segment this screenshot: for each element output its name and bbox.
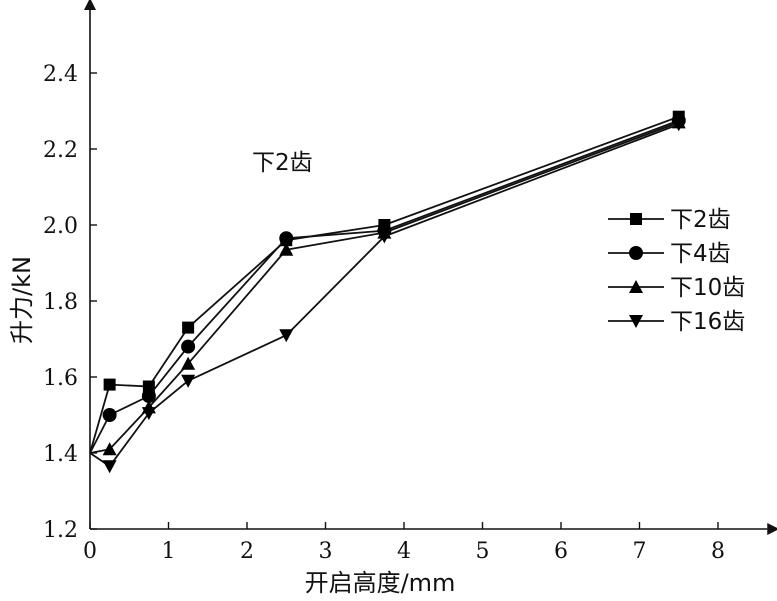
y-tick-label: 1.6 xyxy=(43,366,78,391)
legend-item-3: 下10齿 xyxy=(608,275,745,301)
x-tick-label: 6 xyxy=(554,539,568,564)
x-tick-label: 4 xyxy=(397,539,411,564)
series-1-point-square-marker xyxy=(142,380,155,393)
legend-label: 下16齿 xyxy=(670,309,745,335)
series-4-point-triangle-down-marker xyxy=(181,374,196,388)
legend-square-marker xyxy=(630,213,642,225)
series-3 xyxy=(89,115,686,456)
series-3-point-triangle-up-marker xyxy=(279,242,294,256)
series-4-point-triangle-down-marker xyxy=(377,230,392,244)
series-3-point-triangle-up-marker xyxy=(102,442,117,456)
legend-triangle-down-marker xyxy=(629,315,643,328)
ticks: 0 1 2 3 4 5 6 7 8 1.2 1.4 1.6 1.8 2.0 2.2 2.4 xyxy=(43,62,725,564)
y-axis-label: 升力/kN xyxy=(8,256,36,344)
legend-item-1: 下2齿 xyxy=(608,207,731,233)
series-2-point-circle-marker xyxy=(141,389,156,403)
x-tick-label: 2 xyxy=(240,539,254,564)
series-4-point-triangle-down-marker xyxy=(141,407,156,421)
series-3-line xyxy=(89,121,680,454)
series-1-point-square-marker xyxy=(182,321,195,334)
x-tick-label: 8 xyxy=(711,539,725,564)
y-tick-label: 1.4 xyxy=(43,442,78,467)
x-axis-label: 开启高度/mm xyxy=(305,569,456,597)
x-tick-label: 3 xyxy=(319,539,333,564)
series-4 xyxy=(89,118,686,474)
y-tick-label: 2.2 xyxy=(43,138,78,163)
series-4-point-triangle-down-marker xyxy=(102,460,117,474)
x-tick-label: 1 xyxy=(162,539,176,564)
series-1 xyxy=(89,110,685,454)
axes xyxy=(84,0,777,535)
x-tick-label: 5 xyxy=(476,539,490,564)
chart-annotation: 下2齿 xyxy=(252,150,313,176)
series-4-point-triangle-down-marker xyxy=(671,118,686,132)
series-2 xyxy=(89,113,686,454)
legend-triangle-up-marker xyxy=(629,280,643,293)
legend-circle-marker xyxy=(629,246,643,260)
y-axis-arrow xyxy=(84,0,96,10)
series-1-point-square-marker xyxy=(103,378,116,391)
series-2-line xyxy=(89,119,680,454)
series-4-point-triangle-down-marker xyxy=(279,329,294,343)
legend-label: 下2齿 xyxy=(670,207,731,233)
legend-item-2: 下4齿 xyxy=(608,241,731,267)
y-tick-label: 2.4 xyxy=(43,62,78,87)
legend-label: 下4齿 xyxy=(670,241,731,267)
legend-item-4: 下16齿 xyxy=(608,309,745,335)
x-axis-arrow xyxy=(767,523,777,535)
y-tick-label: 1.8 xyxy=(43,290,78,315)
x-tick-label: 7 xyxy=(633,539,647,564)
legend-label: 下10齿 xyxy=(670,275,745,301)
series-2-point-circle-marker xyxy=(181,339,196,354)
series-4-line xyxy=(89,123,680,468)
x-tick-label: 0 xyxy=(83,539,97,564)
series-2-point-circle-marker xyxy=(279,231,294,246)
series-1-line xyxy=(89,115,680,454)
series-layer xyxy=(89,110,686,474)
series-3-point-triangle-up-marker xyxy=(181,356,196,370)
y-tick-label: 2.0 xyxy=(43,214,78,239)
series-2-point-circle-marker xyxy=(102,408,117,422)
y-tick-label: 1.2 xyxy=(43,518,78,543)
